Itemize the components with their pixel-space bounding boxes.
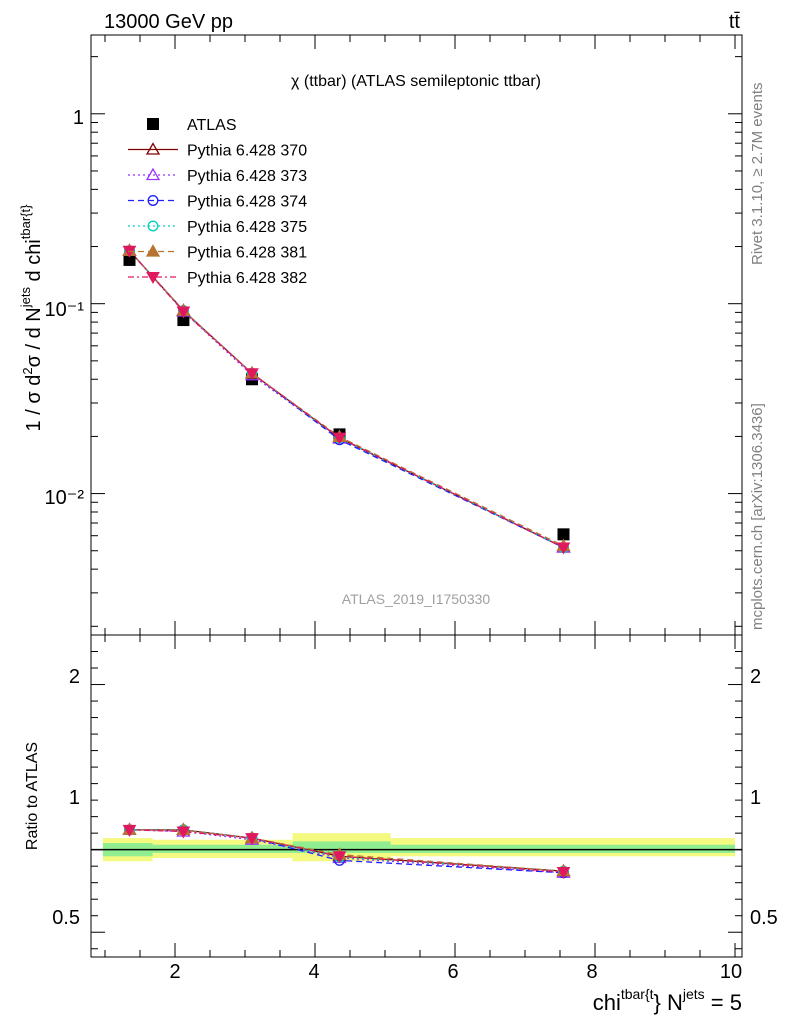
legend-marker	[146, 272, 160, 285]
ratio-ticks	[91, 635, 742, 957]
main-panel: χ (ttbar) (ATLAS semileptonic ttbar) ATL…	[18, 34, 743, 636]
mc-point	[332, 432, 347, 445]
svg-text:chitbar{t} Njets = 5: chitbar{t} Njets = 5	[593, 986, 742, 1015]
legend-marker	[145, 167, 161, 181]
legend-marker	[147, 195, 159, 206]
series-line	[129, 250, 564, 549]
series-line	[129, 250, 564, 549]
legend-label: Pythia 6.428 370	[187, 143, 307, 160]
mcplots-label: mcplots.cern.ch [arXiv:1306.3436]	[749, 403, 766, 630]
x-tick-label: 4	[308, 961, 319, 983]
process-label: tt̄	[729, 11, 741, 33]
series-line	[129, 250, 564, 547]
ratio-y-tick-label: 0.5	[52, 907, 80, 929]
legend-label: Pythia 6.428 381	[187, 245, 307, 262]
ratio-point	[245, 833, 259, 846]
svg-text:1 / σ d2σ / d Njets d chitbar{: 1 / σ d2σ / d Njets d chitbar{t}	[18, 204, 45, 432]
main-chart-title: χ (ttbar) (ATLAS semileptonic ttbar)	[291, 73, 541, 90]
x-tick-label: 8	[586, 961, 597, 983]
energy-label: 13000 GeV pp	[104, 11, 233, 33]
legend-label: Pythia 6.428 374	[187, 194, 307, 211]
x-tick-label: 6	[447, 961, 458, 983]
ratio-y-tick-label: 1	[69, 787, 80, 809]
ratio-point	[332, 851, 347, 864]
ratio-y-tick-label-right: 0.5	[750, 907, 778, 929]
main-ticks	[91, 35, 742, 635]
legend-label: Pythia 6.428 382	[187, 270, 307, 287]
ratio-plot-frame	[90, 634, 743, 958]
ratio-line	[129, 829, 564, 874]
ratio-band-inner	[390, 844, 735, 853]
data-point	[123, 253, 136, 266]
ratio-y-axis-title: Ratio to ATLAS	[24, 742, 41, 850]
series-line	[129, 250, 564, 549]
rivet-label: Rivet 3.1.10, ≥ 2.7M events	[749, 83, 766, 266]
main-y-axis-title: 1 / σ d2σ / d Njets d chitbar{t}	[18, 204, 45, 432]
main-y-tick-label: 10⁻²	[45, 487, 85, 509]
ratio-band-inner	[152, 844, 293, 853]
data-point	[177, 314, 190, 327]
ratio-band-inner	[292, 841, 391, 853]
x-axis-title: chitbar{t} Njets = 5	[593, 986, 742, 1015]
series-line	[129, 250, 564, 549]
legend-marker	[147, 220, 159, 232]
ratio-point	[176, 826, 191, 839]
reference-label: ATLAS_2019_I1750330	[342, 591, 491, 607]
legend-label: Pythia 6.428 373	[187, 168, 307, 185]
ratio-series	[122, 822, 571, 879]
mc-point	[245, 368, 259, 381]
main-y-tick-label: 1	[73, 107, 84, 129]
legend-marker	[145, 244, 161, 257]
ratio-panel: Ratio to ATLAS 2 1 0.5 2 1 0.5 2 4 6 8 1…	[24, 634, 778, 1015]
ratio-y-tick-label-right: 2	[750, 666, 761, 688]
ratio-bands	[102, 833, 735, 862]
ratio-y-tick-label: 2	[69, 666, 80, 688]
mc-point	[176, 306, 191, 319]
main-y-tick-label: 10⁻¹	[45, 299, 85, 321]
data-point	[557, 528, 570, 541]
main-series	[122, 243, 571, 555]
legend: ATLAS Pythia 6.428 370 Pythia 6.428 373 Pyt…	[128, 117, 307, 287]
x-tick-label: 2	[169, 961, 180, 983]
legend-label: ATLAS	[187, 117, 237, 134]
legend-marker	[147, 118, 159, 130]
ratio-point	[122, 824, 137, 837]
mc-point	[556, 542, 571, 555]
ratio-y-tick-label-right: 1	[750, 787, 761, 809]
legend-marker	[145, 142, 161, 155]
ratio-point	[556, 866, 571, 879]
legend-label: Pythia 6.428 375	[187, 219, 307, 236]
series-line	[129, 250, 564, 549]
x-tick-label: 10	[720, 961, 742, 983]
